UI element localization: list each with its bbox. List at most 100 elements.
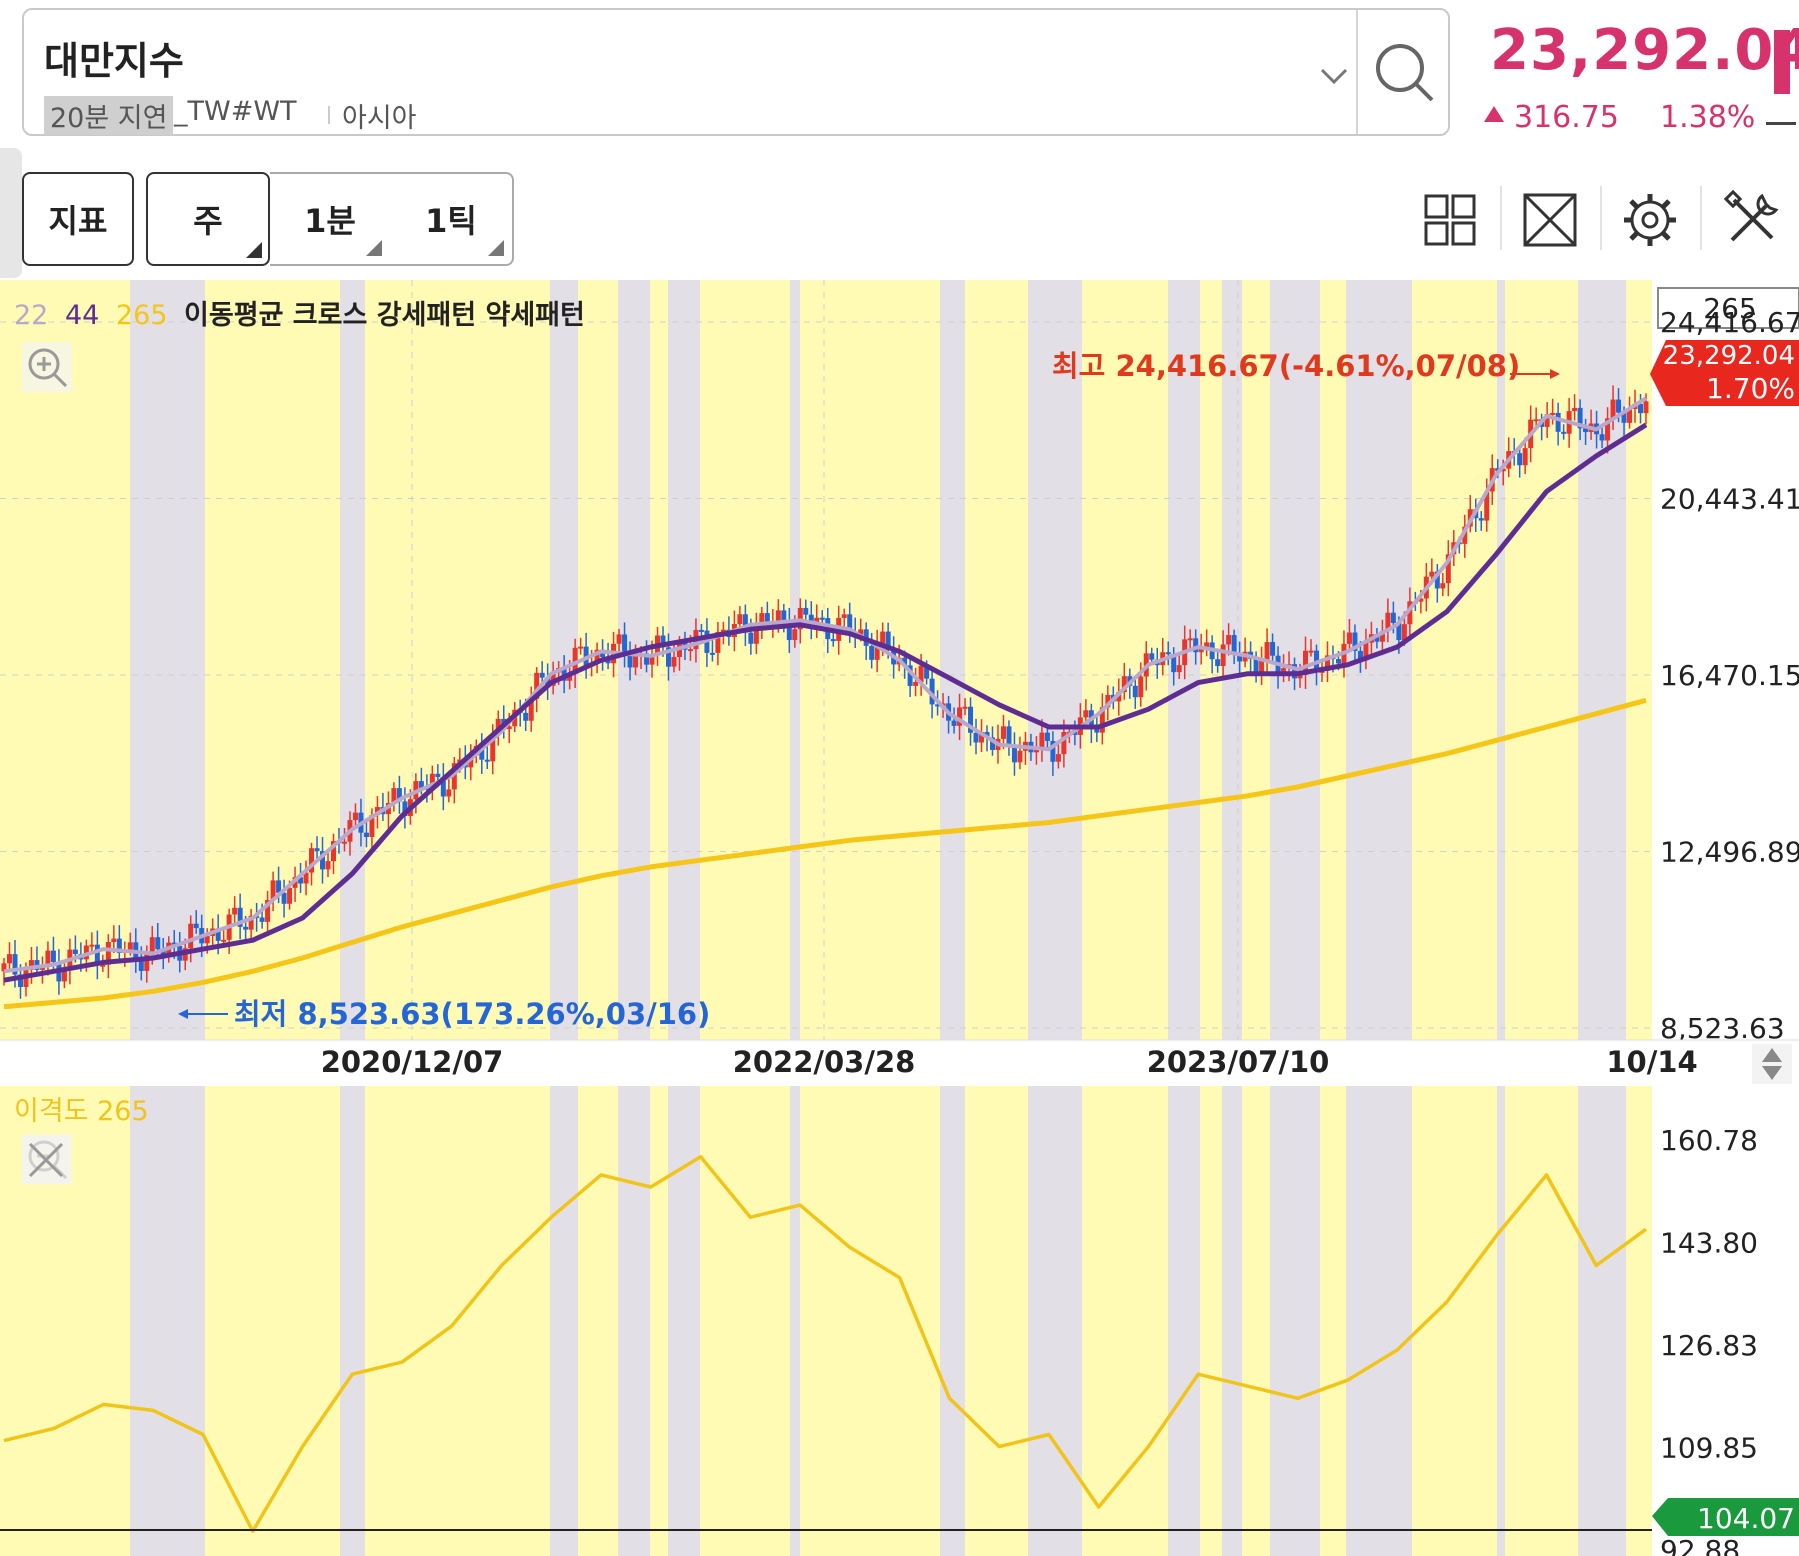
candle-body (720, 629, 726, 632)
gear-icon[interactable] (1620, 190, 1680, 250)
bull-band (205, 1086, 340, 1556)
candle-body (775, 610, 781, 624)
candle-body (1500, 468, 1506, 472)
candle-body (6, 954, 12, 964)
period-1tick-button[interactable]: 1틱 (390, 174, 512, 264)
candle-body (759, 613, 765, 626)
candle-body (935, 704, 941, 707)
candle-body (1583, 428, 1589, 433)
period-selector: 1분 1틱 (270, 172, 514, 266)
candle-body (1303, 650, 1309, 675)
bull-band (1320, 1086, 1346, 1556)
candle-body (698, 629, 704, 632)
candle-body (1396, 622, 1402, 641)
candle-body (1231, 635, 1237, 654)
candle-body (1006, 726, 1012, 745)
indicator-button[interactable]: 지표 (22, 172, 134, 266)
symbol-search-box[interactable]: 대만지수 20분 지연 _TW#WT 아시아 (22, 8, 1450, 136)
grid-layout-icon[interactable] (1420, 190, 1480, 250)
close-icon[interactable] (22, 1136, 70, 1184)
sub-y-axis-panel (1652, 1086, 1799, 1556)
candle-body (1434, 571, 1440, 589)
side-drawer-handle[interactable] (0, 148, 22, 278)
candle-body (402, 801, 408, 817)
disparity-line (3, 1155, 1648, 1533)
bear-band (130, 280, 205, 1040)
candle-body (89, 944, 95, 947)
candle-body (1264, 642, 1270, 660)
bull-band (1505, 1086, 1578, 1556)
ma-line-265 (3, 697, 1647, 1010)
candle-body (1121, 676, 1127, 693)
candle-body (1055, 754, 1061, 762)
candle-body (1599, 434, 1605, 441)
candle-body (259, 917, 265, 922)
candle-body (429, 773, 435, 790)
corner-mark-icon (246, 242, 262, 258)
pattern-bands (0, 280, 1652, 1040)
x-tick: 2023/07/10 (1147, 1045, 1330, 1079)
expand-icon[interactable] (1520, 190, 1580, 250)
candle-body (303, 872, 309, 884)
candle-body (803, 607, 809, 615)
candle-body (649, 654, 655, 665)
candle-body (396, 788, 402, 802)
bear-band (550, 1086, 578, 1556)
candle-body (1072, 731, 1078, 735)
candle-body (1253, 658, 1259, 674)
candle-body (1050, 740, 1056, 762)
sub-tag-value: 104.07 (1697, 1502, 1795, 1535)
period-box[interactable] (1657, 287, 1799, 329)
bear-band (340, 1086, 365, 1556)
candle-body (330, 841, 336, 862)
candle-body (160, 949, 166, 955)
bear-band (1346, 1086, 1412, 1556)
candle-body (1083, 710, 1089, 718)
candle-body (265, 900, 271, 922)
search-icon[interactable] (1360, 10, 1450, 134)
candle-body (1138, 676, 1144, 698)
candle-body (320, 851, 326, 870)
candle-body (446, 789, 452, 797)
period-1min-button[interactable]: 1분 (270, 174, 390, 264)
candle-body (111, 938, 117, 943)
bull-band (1200, 280, 1222, 1040)
up-arrow-icon (1484, 106, 1504, 122)
candle-body (1039, 732, 1045, 750)
candle-body (352, 812, 358, 821)
sub-y-axis-ticks: 160.78 143.80 126.83 109.85 92.88 (1660, 1124, 1758, 1556)
y-axis-ticks: 24,416.6720,443.4116,470.1512,496.898,52… (1660, 306, 1799, 1045)
bear-band (1222, 280, 1242, 1040)
candle-body (984, 731, 990, 738)
period-week-label: 주 (193, 202, 223, 240)
price-tag-value: 23,292.04 (1663, 341, 1795, 371)
candle-body (61, 970, 67, 982)
candle-body (1149, 653, 1155, 660)
bear-band (668, 1086, 700, 1556)
candle-body (1176, 665, 1182, 673)
candle-body (737, 614, 743, 625)
candle-body (1198, 647, 1204, 653)
tools-icon[interactable] (1722, 190, 1782, 250)
candle-body (572, 647, 578, 674)
bear-band (1028, 1086, 1082, 1556)
scroll-arrows-icon[interactable] (1752, 1044, 1792, 1084)
bull-band (965, 1086, 1028, 1556)
candle-body (451, 763, 457, 790)
candle-body (127, 942, 133, 950)
candle-body (1577, 407, 1583, 429)
candle-body (1346, 632, 1352, 644)
chart-area[interactable]: 22 44 265 이동평균 크로스 강세패턴 약세패턴 최고 24,416.6… (0, 280, 1799, 1556)
candle-body (28, 960, 34, 970)
y-axis-panel (1652, 280, 1799, 1040)
candle-body (748, 632, 754, 644)
candle-body (633, 654, 639, 668)
candle-body (1385, 612, 1391, 632)
candle-body (1610, 399, 1616, 419)
chevron-down-icon[interactable] (1314, 56, 1354, 96)
legend-ma44: 44 (65, 300, 99, 331)
candle-body (753, 625, 759, 644)
high-arrow-head (1550, 369, 1560, 379)
period-week-button[interactable]: 주 (146, 172, 270, 266)
zoom-in-icon[interactable] (22, 342, 72, 392)
